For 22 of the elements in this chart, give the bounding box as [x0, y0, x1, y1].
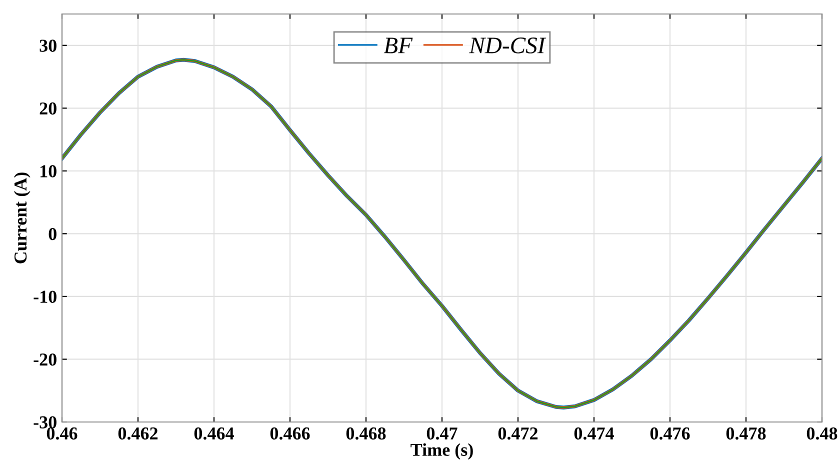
x-tick-label: 0.476 — [650, 427, 690, 440]
y-tick-label: -30 — [34, 416, 56, 428]
x-tick-label: 0.464 — [194, 427, 234, 440]
y-tick-label: 20 — [40, 102, 56, 115]
y-tick-label: 10 — [40, 165, 56, 178]
y-tick-label: -20 — [34, 353, 56, 366]
legend-label: BF — [384, 38, 413, 54]
y-tick-label: -10 — [34, 290, 56, 303]
x-tick-label: 0.474 — [574, 427, 614, 440]
y-axis-title: Current (A) — [14, 172, 30, 264]
x-tick-label: 0.47 — [426, 427, 458, 440]
x-tick-label: 0.468 — [346, 427, 386, 440]
y-tick-label: 0 — [48, 228, 56, 240]
x-tick-label: 0.466 — [270, 427, 310, 440]
x-axis-title: Time (s) — [410, 443, 473, 460]
y-tick-label: 30 — [40, 40, 56, 52]
x-tick-label: 0.462 — [118, 427, 158, 440]
x-tick-label: 0.46 — [46, 427, 78, 440]
x-tick-label: 0.48 — [806, 427, 838, 440]
legend-label: ND-CSI — [468, 38, 546, 54]
x-tick-label: 0.478 — [726, 427, 766, 440]
x-tick-label: 0.472 — [498, 427, 538, 440]
